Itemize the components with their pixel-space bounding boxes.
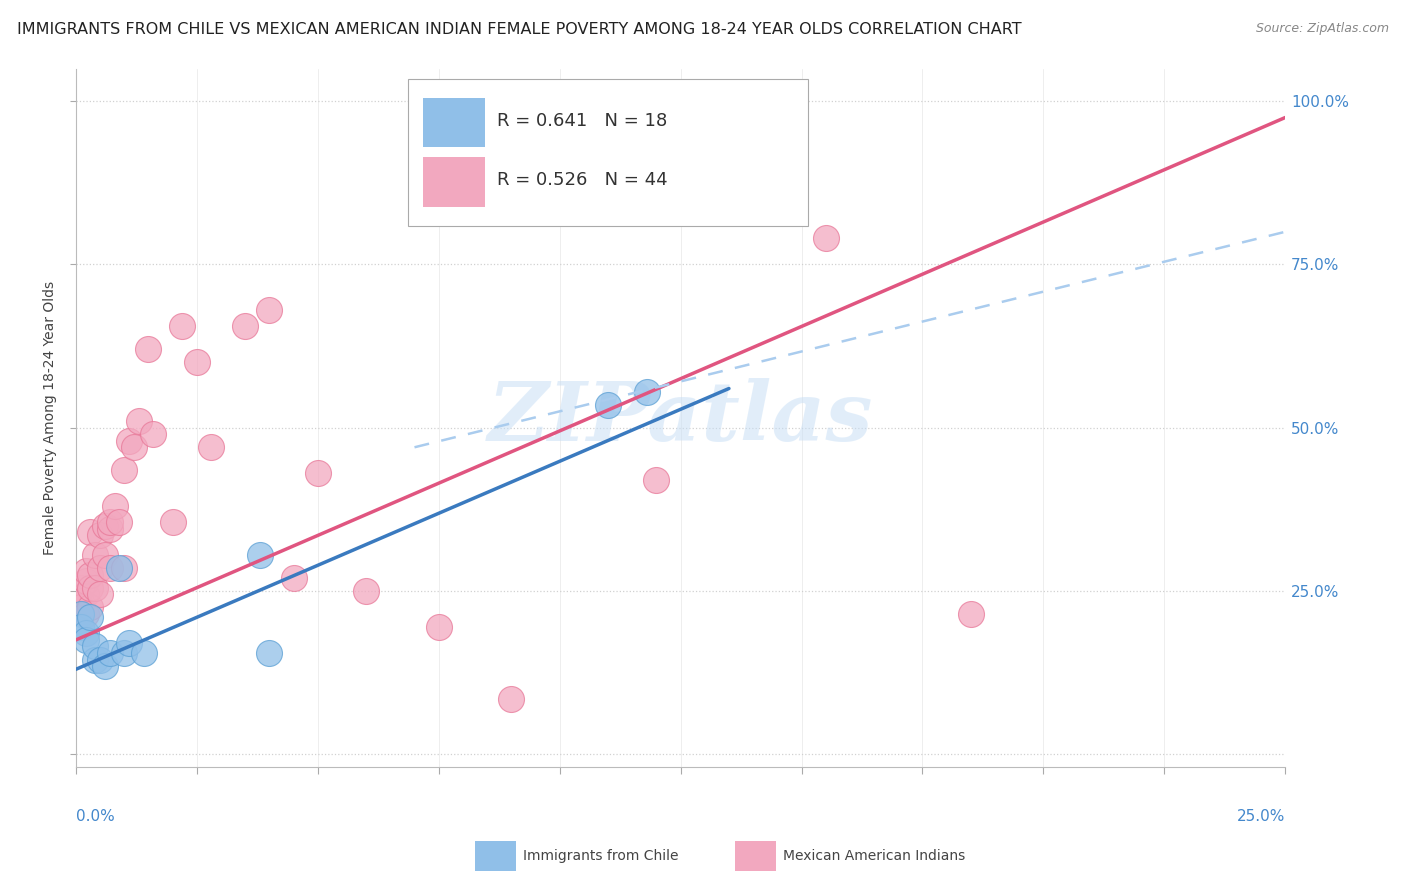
Point <box>259 646 281 660</box>
Point <box>162 516 184 530</box>
Point <box>75 607 97 621</box>
Point <box>69 620 91 634</box>
Point <box>98 522 121 536</box>
Point <box>118 636 141 650</box>
Point <box>69 593 91 607</box>
Point <box>186 355 208 369</box>
Point <box>103 499 125 513</box>
Point <box>283 571 305 585</box>
Y-axis label: Female Poverty Among 18-24 Year Olds: Female Poverty Among 18-24 Year Olds <box>44 281 58 555</box>
Text: Immigrants from Chile: Immigrants from Chile <box>523 849 679 863</box>
Point <box>75 574 97 589</box>
Text: IMMIGRANTS FROM CHILE VS MEXICAN AMERICAN INDIAN FEMALE POVERTY AMONG 18-24 YEAR: IMMIGRANTS FROM CHILE VS MEXICAN AMERICA… <box>17 22 1022 37</box>
Point <box>69 581 91 595</box>
Point <box>98 646 121 660</box>
Point <box>69 600 91 615</box>
Point <box>128 414 150 428</box>
Point <box>79 525 101 540</box>
Point <box>636 384 658 399</box>
Point <box>354 583 377 598</box>
Point <box>959 607 981 621</box>
Point <box>79 567 101 582</box>
Point <box>118 434 141 448</box>
Point <box>84 652 107 666</box>
Point <box>233 319 256 334</box>
Point <box>132 646 155 660</box>
Point <box>94 548 117 562</box>
Point <box>89 561 111 575</box>
Point <box>79 600 101 615</box>
Point <box>84 581 107 595</box>
Point <box>89 587 111 601</box>
Point <box>75 565 97 579</box>
Point <box>79 610 101 624</box>
Point <box>112 646 135 660</box>
Point <box>427 620 450 634</box>
Text: 0.0%: 0.0% <box>76 809 115 824</box>
Point <box>89 652 111 666</box>
Text: Source: ZipAtlas.com: Source: ZipAtlas.com <box>1256 22 1389 36</box>
Point <box>84 640 107 654</box>
Point <box>75 626 97 640</box>
Text: Mexican American Indians: Mexican American Indians <box>783 849 966 863</box>
Point <box>108 516 131 530</box>
Point <box>138 343 160 357</box>
Text: R = 0.526   N = 44: R = 0.526 N = 44 <box>496 171 668 189</box>
Point <box>69 607 91 621</box>
FancyBboxPatch shape <box>423 98 485 147</box>
Point <box>501 691 523 706</box>
Point <box>79 581 101 595</box>
Point <box>112 463 135 477</box>
Point <box>259 303 281 318</box>
Point <box>122 440 145 454</box>
Point <box>98 516 121 530</box>
Text: 25.0%: 25.0% <box>1237 809 1285 824</box>
Point <box>94 518 117 533</box>
Point <box>172 319 194 334</box>
Point <box>94 659 117 673</box>
Point <box>98 561 121 575</box>
Point <box>142 427 165 442</box>
Point <box>200 440 222 454</box>
FancyBboxPatch shape <box>423 157 485 207</box>
Point <box>249 548 271 562</box>
Text: ZIPatlas: ZIPatlas <box>488 378 873 458</box>
Point <box>75 587 97 601</box>
Point <box>84 548 107 562</box>
Point <box>75 632 97 647</box>
Text: R = 0.641   N = 18: R = 0.641 N = 18 <box>496 112 666 130</box>
Point <box>307 467 329 481</box>
Point <box>112 561 135 575</box>
Point <box>814 231 837 245</box>
Point <box>108 561 131 575</box>
Point <box>596 398 619 412</box>
FancyBboxPatch shape <box>409 79 807 226</box>
Point <box>645 473 668 487</box>
Point <box>89 528 111 542</box>
